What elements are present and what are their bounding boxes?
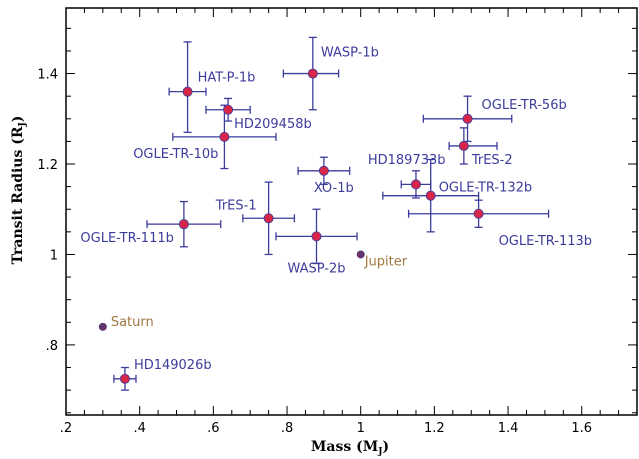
plot-frame (65, 7, 638, 416)
planet-marker (307, 68, 318, 79)
point-label: Saturn (111, 315, 154, 330)
y-tick-label: .8 (46, 339, 58, 354)
x-tick-label: .2 (60, 421, 72, 436)
x-tick-label: .8 (281, 421, 293, 436)
x-tick-label: 1.6 (571, 421, 592, 436)
planet-marker (182, 86, 193, 97)
point-label: HAT-P-1b (198, 71, 256, 86)
planet-marker (223, 104, 234, 115)
tick-labels: .2 .4 .6 .8 1 1.2 1.4 1.6 .8 1 1.2 1.4 (37, 68, 592, 436)
x-axis-title: Mass (MJ) (311, 439, 389, 457)
point-label: OGLE-TR-56b (482, 98, 567, 113)
plot-border (65, 7, 638, 416)
point-label: XO-1b (314, 181, 354, 196)
planet-marker (311, 231, 322, 242)
point-label: OGLE-TR-111b (80, 231, 173, 246)
planet-marker (425, 190, 436, 201)
planet-marker (178, 219, 189, 230)
point-label: OGLE-TR-113b (499, 234, 592, 249)
x-tick-label: 1.4 (498, 421, 519, 436)
axis-ticks (65, 8, 638, 415)
x-tick-label: 1 (357, 421, 365, 436)
y-axis-title: Transit Radius (RJ) (10, 116, 28, 265)
planet-marker (473, 208, 484, 219)
data-points (98, 68, 484, 384)
x-tick-label: .6 (207, 421, 219, 436)
planet-marker (458, 140, 469, 151)
point-label: TrES-1 (215, 198, 257, 213)
point-label: WASP-2b (287, 261, 345, 276)
point-label: HD189733b (368, 153, 446, 168)
planet-marker (462, 113, 473, 124)
x-tick-label: 1.2 (424, 421, 445, 436)
point-label: HD149026b (134, 358, 212, 373)
planet-marker (318, 165, 329, 176)
y-tick-label: 1.4 (37, 68, 58, 83)
planet-marker (119, 373, 130, 384)
y-tick-label: 1.2 (37, 158, 58, 173)
point-label: TrES-2 (471, 153, 513, 168)
point-label: HD209458b (234, 117, 312, 132)
point-label: OGLE-TR-132b (439, 181, 532, 196)
planet-marker (263, 213, 274, 224)
point-label: WASP-1b (321, 46, 379, 61)
planet-marker (410, 179, 421, 190)
planet-marker (219, 131, 230, 142)
point-labels: HAT-P-1b WASP-1b HD209458b OGLE-TR-10b OGLE-… (80, 46, 592, 373)
y-tick-label: 1 (50, 248, 58, 263)
point-label: Jupiter (364, 254, 408, 269)
point-label: OGLE-TR-10b (133, 147, 218, 162)
x-tick-label: .4 (133, 421, 145, 436)
